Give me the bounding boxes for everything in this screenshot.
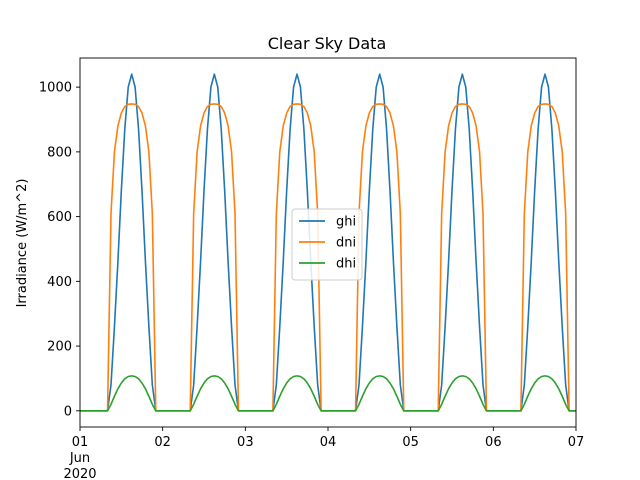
y-tick-label: 800 <box>47 145 72 160</box>
chart-title: Clear Sky Data <box>268 34 387 53</box>
legend-label-dni: dni <box>336 236 356 251</box>
legend: ghi dni dhi <box>291 208 363 281</box>
series-line-dhi <box>80 375 576 412</box>
x-tick-label: 01 <box>72 435 89 450</box>
legend-label-ghi: ghi <box>336 215 356 230</box>
y-tick-label: 600 <box>47 210 72 225</box>
y-axis-label: Irradiance (W/m^2) <box>15 179 30 308</box>
plot-area <box>80 73 576 412</box>
x-tick-label: 05 <box>402 435 419 450</box>
y-tick-label: 200 <box>47 340 72 355</box>
x-tick-label: Jun <box>69 451 90 466</box>
y-tick-label: 400 <box>47 275 72 290</box>
x-tick-label: 2020 <box>63 467 96 480</box>
y-tick-label: 1000 <box>39 81 72 96</box>
y-tick-label: 0 <box>64 404 72 419</box>
x-tick-label: 02 <box>154 435 171 450</box>
x-tick-label: 03 <box>237 435 254 450</box>
x-tick-label: 04 <box>320 435 337 450</box>
x-tick-label: 07 <box>568 435 585 450</box>
legend-label-dhi: dhi <box>336 257 356 272</box>
x-tick-label: 06 <box>485 435 502 450</box>
